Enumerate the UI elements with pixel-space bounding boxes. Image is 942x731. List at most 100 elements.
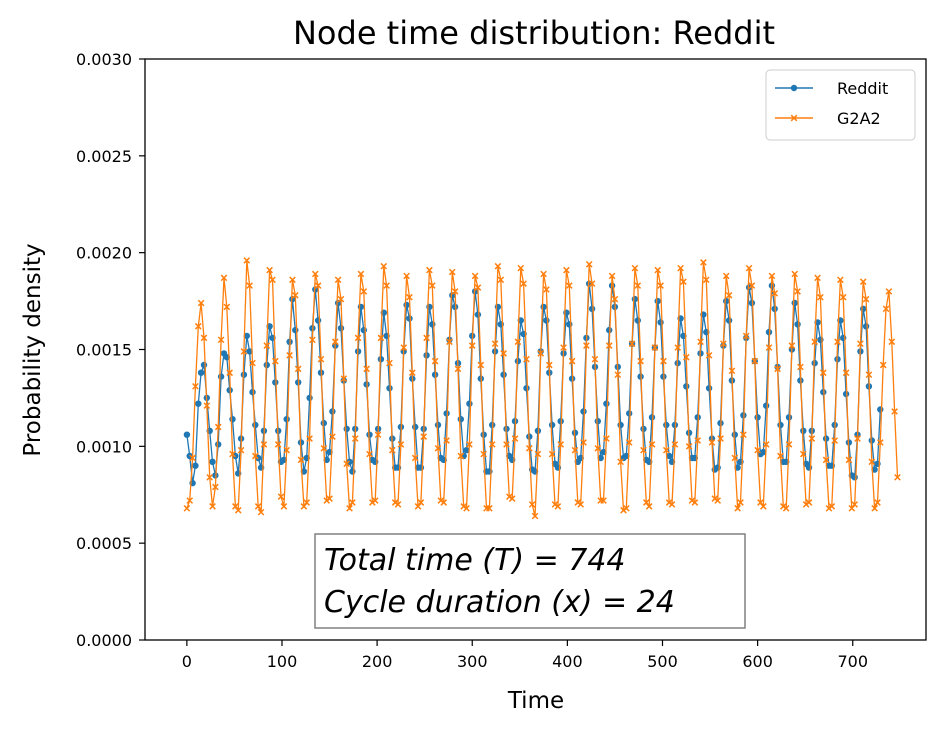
data-point <box>845 456 853 464</box>
data-point <box>514 338 522 346</box>
data-point <box>429 321 436 328</box>
data-point <box>728 367 736 375</box>
data-point <box>280 503 288 510</box>
data-point <box>777 421 784 429</box>
data-point <box>446 338 453 346</box>
data-point <box>311 270 319 278</box>
data-point <box>386 385 393 392</box>
data-point <box>894 473 901 481</box>
data-point <box>794 288 801 295</box>
data-point <box>237 446 245 454</box>
data-point <box>523 355 530 363</box>
data-point <box>654 297 661 305</box>
data-point <box>640 425 647 433</box>
data-point <box>662 446 670 454</box>
data-point <box>343 425 350 433</box>
data-point <box>594 418 601 425</box>
data-point <box>186 497 194 504</box>
data-point <box>286 351 293 359</box>
data-point <box>366 431 373 438</box>
data-point <box>488 441 496 448</box>
data-point <box>326 495 333 502</box>
data-point <box>543 317 550 324</box>
data-point <box>871 504 878 512</box>
data-point <box>240 348 248 355</box>
data-point <box>708 439 716 446</box>
data-point <box>817 293 824 301</box>
data-point <box>557 441 565 448</box>
data-point <box>851 501 858 508</box>
data-point <box>791 299 798 307</box>
x-tick-label: 200 <box>362 652 393 671</box>
data-point <box>209 503 216 510</box>
data-point <box>511 435 519 442</box>
data-point <box>500 371 507 378</box>
data-point <box>360 326 367 334</box>
data-point <box>548 450 556 458</box>
data-point <box>229 450 236 458</box>
data-point <box>560 344 567 351</box>
data-point <box>640 446 647 454</box>
data-point <box>731 431 738 438</box>
data-point <box>660 357 667 365</box>
y-tick-label: 0.0020 <box>76 244 132 263</box>
data-point <box>246 282 253 289</box>
data-point <box>223 303 231 311</box>
data-point <box>651 344 659 351</box>
data-point <box>500 350 507 357</box>
legend-item-g2a2: G2A2 <box>775 109 881 128</box>
data-point <box>605 342 613 349</box>
data-point <box>212 483 219 491</box>
data-point <box>431 357 439 365</box>
data-point <box>788 342 796 349</box>
data-point <box>294 365 302 373</box>
data-point <box>859 278 867 286</box>
data-point <box>508 495 516 502</box>
data-point <box>525 444 533 452</box>
data-point <box>554 503 562 510</box>
data-point <box>600 497 607 504</box>
data-point <box>351 435 359 442</box>
data-point <box>349 468 356 475</box>
data-point <box>309 336 316 344</box>
data-point <box>363 365 370 373</box>
data-point <box>197 369 205 376</box>
data-point <box>785 414 793 421</box>
data-point <box>346 504 353 512</box>
data-point <box>520 280 527 287</box>
data-point <box>183 504 191 512</box>
data-point <box>666 452 673 460</box>
data-point <box>668 501 676 508</box>
data-point <box>628 340 636 348</box>
data-point <box>697 338 704 346</box>
data-point <box>580 408 587 415</box>
data-point <box>634 282 642 289</box>
data-point <box>879 361 887 369</box>
data-point <box>303 499 311 506</box>
data-point <box>306 435 313 442</box>
data-point <box>466 441 473 448</box>
legend-item-reddit: Reddit <box>775 79 888 98</box>
data-point <box>343 460 351 468</box>
data-point <box>720 340 727 348</box>
data-point <box>528 501 536 508</box>
legend-label: Reddit <box>837 79 888 98</box>
x-tick-label: 0 <box>182 652 192 671</box>
data-point <box>760 503 767 510</box>
data-point <box>785 441 793 448</box>
data-point <box>537 350 545 357</box>
data-point <box>648 414 656 421</box>
data-point <box>822 435 830 442</box>
series-g2a2 <box>183 257 901 520</box>
data-point <box>494 303 502 311</box>
data-point <box>377 334 385 342</box>
data-point <box>274 441 282 448</box>
data-point <box>289 276 296 284</box>
data-point <box>585 260 593 268</box>
x-tick-label: 500 <box>647 652 678 671</box>
data-point <box>312 286 319 293</box>
data-point <box>614 371 622 379</box>
y-tick-label: 0.0005 <box>76 534 132 553</box>
chart-title: Node time distribution: Reddit <box>293 14 775 52</box>
